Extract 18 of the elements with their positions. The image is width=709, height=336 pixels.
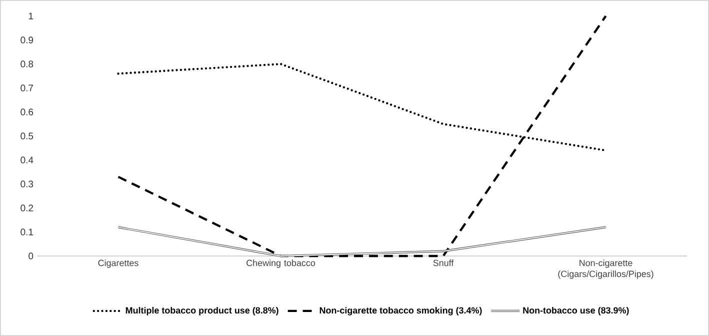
y-tick-label: 1: [28, 12, 34, 20]
y-tick-label: 0.5: [20, 132, 34, 140]
y-tick-label: 0.7: [20, 84, 34, 92]
x-tick-label: Chewing tobacco: [246, 260, 315, 268]
x-tick-label: Non-cigarette (Cigars/Cigarillos/Pipes): [558, 260, 654, 279]
x-tick-label: Snuff: [433, 260, 454, 266]
y-tick-label: 0.4: [20, 156, 34, 164]
legend-label: Multiple tobacco product use (8.8%): [126, 306, 278, 316]
x-tick-label: Cigarettes: [98, 260, 138, 268]
y-tick-label: 0.3: [20, 180, 34, 188]
legend-label: Non-tobacco use (83.9%): [523, 306, 629, 316]
y-tick-label: 0.6: [20, 108, 34, 116]
y-tick-label: 0.8: [20, 60, 34, 68]
y-tick-label: 0: [28, 252, 34, 260]
y-tick-label: 0.9: [20, 36, 34, 44]
y-tick-label: 0.2: [20, 204, 34, 212]
y-tick-label: 0.1: [20, 228, 34, 236]
legend-label: Non-cigarette tobacco smoking (3.4%): [320, 306, 482, 316]
